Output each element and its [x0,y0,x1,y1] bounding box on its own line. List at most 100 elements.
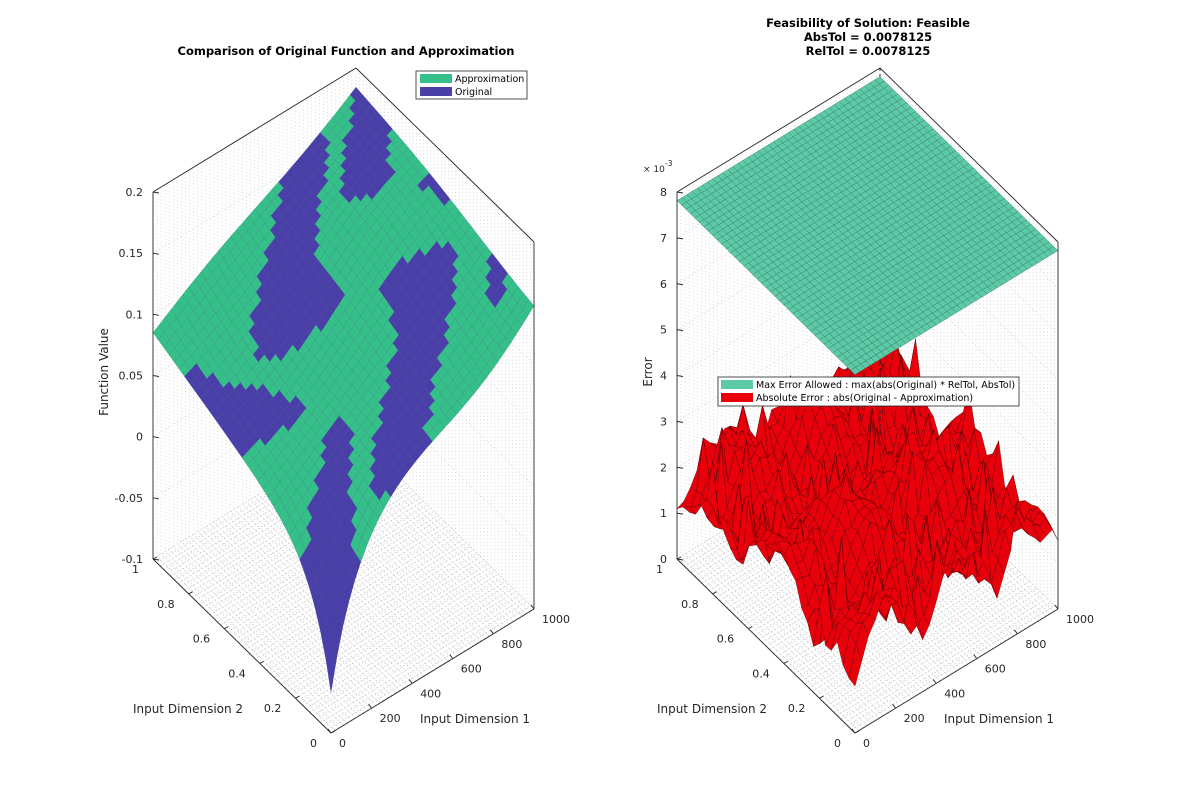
floor-grid-line [256,535,460,661]
floor-grid-line [233,509,413,684]
floor-grid-line [808,563,1012,689]
plot1-legend: Approximation Original [415,70,528,100]
floor-grid-line [320,598,524,723]
floor-grid-line [804,559,1009,685]
z-tick-label: 7 [660,232,667,245]
floor-grid-line [277,556,481,682]
y-tick-mark [188,591,193,595]
plot2-title-line-2: AbsTol = 0.0078125 [804,30,932,44]
floor-grid-line [170,452,375,577]
x-tick-label: 800 [1025,638,1046,651]
z-tick-mark [676,191,684,194]
floor-grid-line [705,462,909,588]
floor-grid-line [737,493,941,619]
plot2-y-axis-label: Input Dimension 2 [657,702,767,716]
floor-grid-line [751,507,955,633]
floor-grid-line [242,504,421,679]
x-tick-mark [327,728,332,734]
floor-grid-line [177,543,356,719]
floor-grid-line [772,528,977,654]
y-tick-label: 0.2 [788,702,806,715]
floor-grid-line [305,584,510,709]
floor-grid-line [758,514,963,640]
plot1-ticks: 0 200 400 600 800 1000 0 0.2 0.4 0.6 0.8 1-0.1 -0.05… [115,186,570,750]
floor-grid-line [193,533,372,709]
z-tick-label: 8 [660,186,667,199]
floor-grid-line [185,538,364,714]
z-tick-mark [152,436,160,439]
floor-grid-line [683,441,888,567]
y-tick-mark [747,626,753,630]
floor-grid-line [205,526,385,702]
floor-grid-line [840,594,1044,720]
surface-plot-comparison: 0 200 400 600 800 1000 0 0.2 0.4 0.6 0.8 1-0.1 -0.05… [97,44,570,750]
floor-grid-line [273,552,478,678]
z-tick-mark [676,375,684,377]
x-tick-label: 400 [944,687,965,700]
plot2-z-axis-label: Error [641,357,655,386]
legend-label-original: Original [455,87,492,98]
x-tick-label: 400 [420,687,441,700]
floor-grid-line [227,507,431,633]
x-tick-label: 600 [985,663,1006,676]
surface-facet [325,639,338,693]
floor-grid-line [174,455,378,581]
x-tick-label: 200 [904,712,925,725]
floor-grid-line [723,479,927,605]
floor-grid-line [687,445,891,570]
floor-grid-line [713,536,892,711]
floor-grid-line [231,511,435,636]
plot2-exponent-base: × 10 [643,165,665,175]
y-tick-mark [330,730,336,734]
floor-grid-line [238,518,442,643]
z-tick-mark [152,558,160,561]
floor-grid-line [733,490,938,616]
top-edge-left [152,67,357,193]
floor-grid-line [705,541,884,716]
y-tick-mark [819,695,824,699]
y-tick-mark [712,591,717,595]
floor-grid-line [715,472,920,598]
z-grid-line [879,342,1059,518]
floor-grid-line [159,441,364,567]
z-tick-mark [152,313,160,316]
floor-grid-line [787,542,991,668]
z-tick-label: 5 [660,324,667,337]
legend-label-absolute-error: Absolute Error : abs(Original - Approxim… [756,393,973,404]
x-tick-mark [449,654,454,659]
plot2-exponent-power: -3 [665,159,673,168]
z-tick-mark [676,466,684,469]
floor-grid-line [229,511,409,687]
floor-grid-line [688,551,868,726]
y-tick-label: 0.6 [193,633,211,646]
y-tick-label: 0.2 [264,702,282,715]
x-tick-label: 200 [380,712,401,725]
floor-grid-line [719,476,923,602]
floor-grid-line [248,528,453,654]
x-tick-label: 0 [339,737,346,750]
y-tick-label: 0.4 [228,667,246,680]
floor-grid-line [765,521,970,647]
floor-grid-line [826,580,1030,706]
floor-grid-line [284,563,488,689]
floor-grid-line [744,500,948,626]
floor-grid-line [729,526,909,702]
floor-grid-line [801,556,1005,682]
floor-grid-line [851,605,1055,730]
y-tick-mark [259,660,265,664]
floor-grid-line [202,483,407,609]
floor-grid-line [259,539,464,664]
y-axis-line [152,558,332,734]
floor-grid-line [312,591,517,716]
floor-grid-line [237,506,417,682]
floor-grid-line [836,591,1041,716]
floor-grid-line [221,516,401,692]
x-axis-line [330,608,535,734]
legend-swatch-max-error [721,380,753,389]
y-tick-mark [295,695,300,699]
floor-grid-line [725,528,904,704]
y-tick-label: 0.8 [157,598,175,611]
z-tick-mark [152,252,160,255]
floor-grid-line [263,542,467,668]
floor-grid-line [173,546,352,721]
